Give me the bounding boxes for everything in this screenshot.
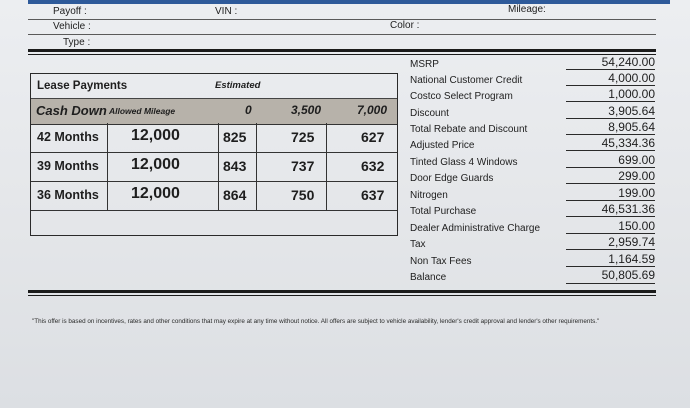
value-underline xyxy=(566,216,655,217)
vin-label: VIN : xyxy=(215,6,238,17)
cost-value: 299.00 xyxy=(618,169,655,183)
lease-payment: 725 xyxy=(291,129,315,145)
lease-mileage: 12,000 xyxy=(131,156,180,173)
section-separator xyxy=(28,295,656,296)
lease-payment: 632 xyxy=(361,158,385,174)
cash-down-label: Cash Down xyxy=(36,103,107,118)
cost-value: 1,000.00 xyxy=(608,87,655,101)
lease-payment: 750 xyxy=(291,187,315,203)
cost-value: 2,959.74 xyxy=(608,235,655,249)
value-underline xyxy=(566,69,655,70)
lease-header-row: Cash Down Allowed Mileage 0 3,500 7,000 xyxy=(31,98,397,125)
value-underline xyxy=(566,167,655,168)
cost-label: Tax xyxy=(410,239,426,250)
section-separator xyxy=(28,290,656,293)
lease-payment: 864 xyxy=(223,187,247,203)
cost-value: 8,905.64 xyxy=(608,120,655,134)
disclaimer-text: "This offer is based on incentives, rate… xyxy=(32,318,600,325)
cost-value: 50,805.69 xyxy=(601,268,655,282)
cost-label: Costco Select Program xyxy=(410,91,513,102)
cost-value: 1,164.59 xyxy=(608,252,655,266)
cost-label: Adjusted Price xyxy=(410,140,475,151)
table-row: 39 Months 12,000 843 737 632 xyxy=(31,152,397,182)
lease-term: 42 Months xyxy=(37,130,99,144)
table-row: 42 Months 12,000 825 725 627 xyxy=(31,123,397,153)
cost-label: MSRP xyxy=(410,59,439,70)
mileage-label: Mileage: xyxy=(508,4,546,15)
lease-mileage: 12,000 xyxy=(131,185,180,202)
lease-title-row: Lease Payments Estimated xyxy=(31,74,397,98)
cost-label: Total Rebate and Discount xyxy=(410,124,528,135)
cost-label: Dealer Administrative Charge xyxy=(410,223,541,234)
column-divider xyxy=(107,123,108,210)
value-underline xyxy=(566,183,655,184)
lease-payments-table: Lease Payments Estimated Cash Down Allow… xyxy=(30,73,398,236)
cost-value: 46,531.36 xyxy=(601,202,655,216)
vehicle-label: Vehicle : xyxy=(53,21,91,32)
lease-payment: 637 xyxy=(361,187,385,203)
value-underline xyxy=(566,233,655,234)
allowed-mileage-label: Allowed Mileage xyxy=(109,106,176,116)
lease-payment: 627 xyxy=(361,129,385,145)
cost-value: 150.00 xyxy=(618,219,655,233)
cost-value: 54,240.00 xyxy=(601,55,655,69)
cash-down-option: 0 xyxy=(245,103,252,117)
lease-payment: 825 xyxy=(223,129,247,145)
section-separator xyxy=(28,54,656,55)
cost-value: 3,905.64 xyxy=(608,104,655,118)
estimated-label: Estimated xyxy=(215,80,261,91)
value-underline xyxy=(566,150,655,151)
color-label: Color : xyxy=(390,20,420,31)
cost-label: Balance xyxy=(410,272,447,283)
column-divider xyxy=(218,123,219,210)
cost-label: Tinted Glass 4 Windows xyxy=(410,157,518,168)
value-underline xyxy=(566,134,655,135)
value-underline xyxy=(566,118,655,119)
column-divider xyxy=(256,123,257,210)
cost-label: Non Tax Fees xyxy=(410,256,472,267)
cost-value: 199.00 xyxy=(618,186,655,200)
value-underline xyxy=(566,85,655,86)
cost-value: 45,334.36 xyxy=(601,136,655,150)
cost-label: Door Edge Guards xyxy=(410,173,494,184)
top-banner-strip xyxy=(28,0,670,4)
cost-value: 699.00 xyxy=(618,153,655,167)
lease-mileage: 12,000 xyxy=(131,127,180,144)
column-divider xyxy=(326,123,327,210)
type-label: Type : xyxy=(63,37,91,48)
payoff-label: Payoff : xyxy=(53,6,87,17)
value-underline xyxy=(566,283,655,284)
cost-label: National Customer Credit xyxy=(410,75,523,86)
value-underline xyxy=(566,249,655,250)
cash-down-option: 7,000 xyxy=(357,103,388,117)
lease-title: Lease Payments xyxy=(37,80,128,92)
cost-label: Total Purchase xyxy=(410,206,477,217)
header-line xyxy=(28,34,656,35)
lease-payment: 737 xyxy=(291,158,315,174)
cash-down-option: 3,500 xyxy=(291,103,322,117)
value-underline xyxy=(566,266,655,267)
lease-term: 39 Months xyxy=(37,159,99,173)
section-separator xyxy=(28,49,656,52)
header-line xyxy=(28,19,656,20)
cost-label: Discount xyxy=(410,108,449,119)
lease-term: 36 Months xyxy=(37,188,99,202)
cost-label: Nitrogen xyxy=(410,190,448,201)
value-underline xyxy=(566,200,655,201)
table-row: 36 Months 12,000 864 750 637 xyxy=(31,181,397,211)
cost-value: 4,000.00 xyxy=(608,71,655,85)
value-underline xyxy=(566,101,655,102)
lease-payment: 843 xyxy=(223,158,247,174)
